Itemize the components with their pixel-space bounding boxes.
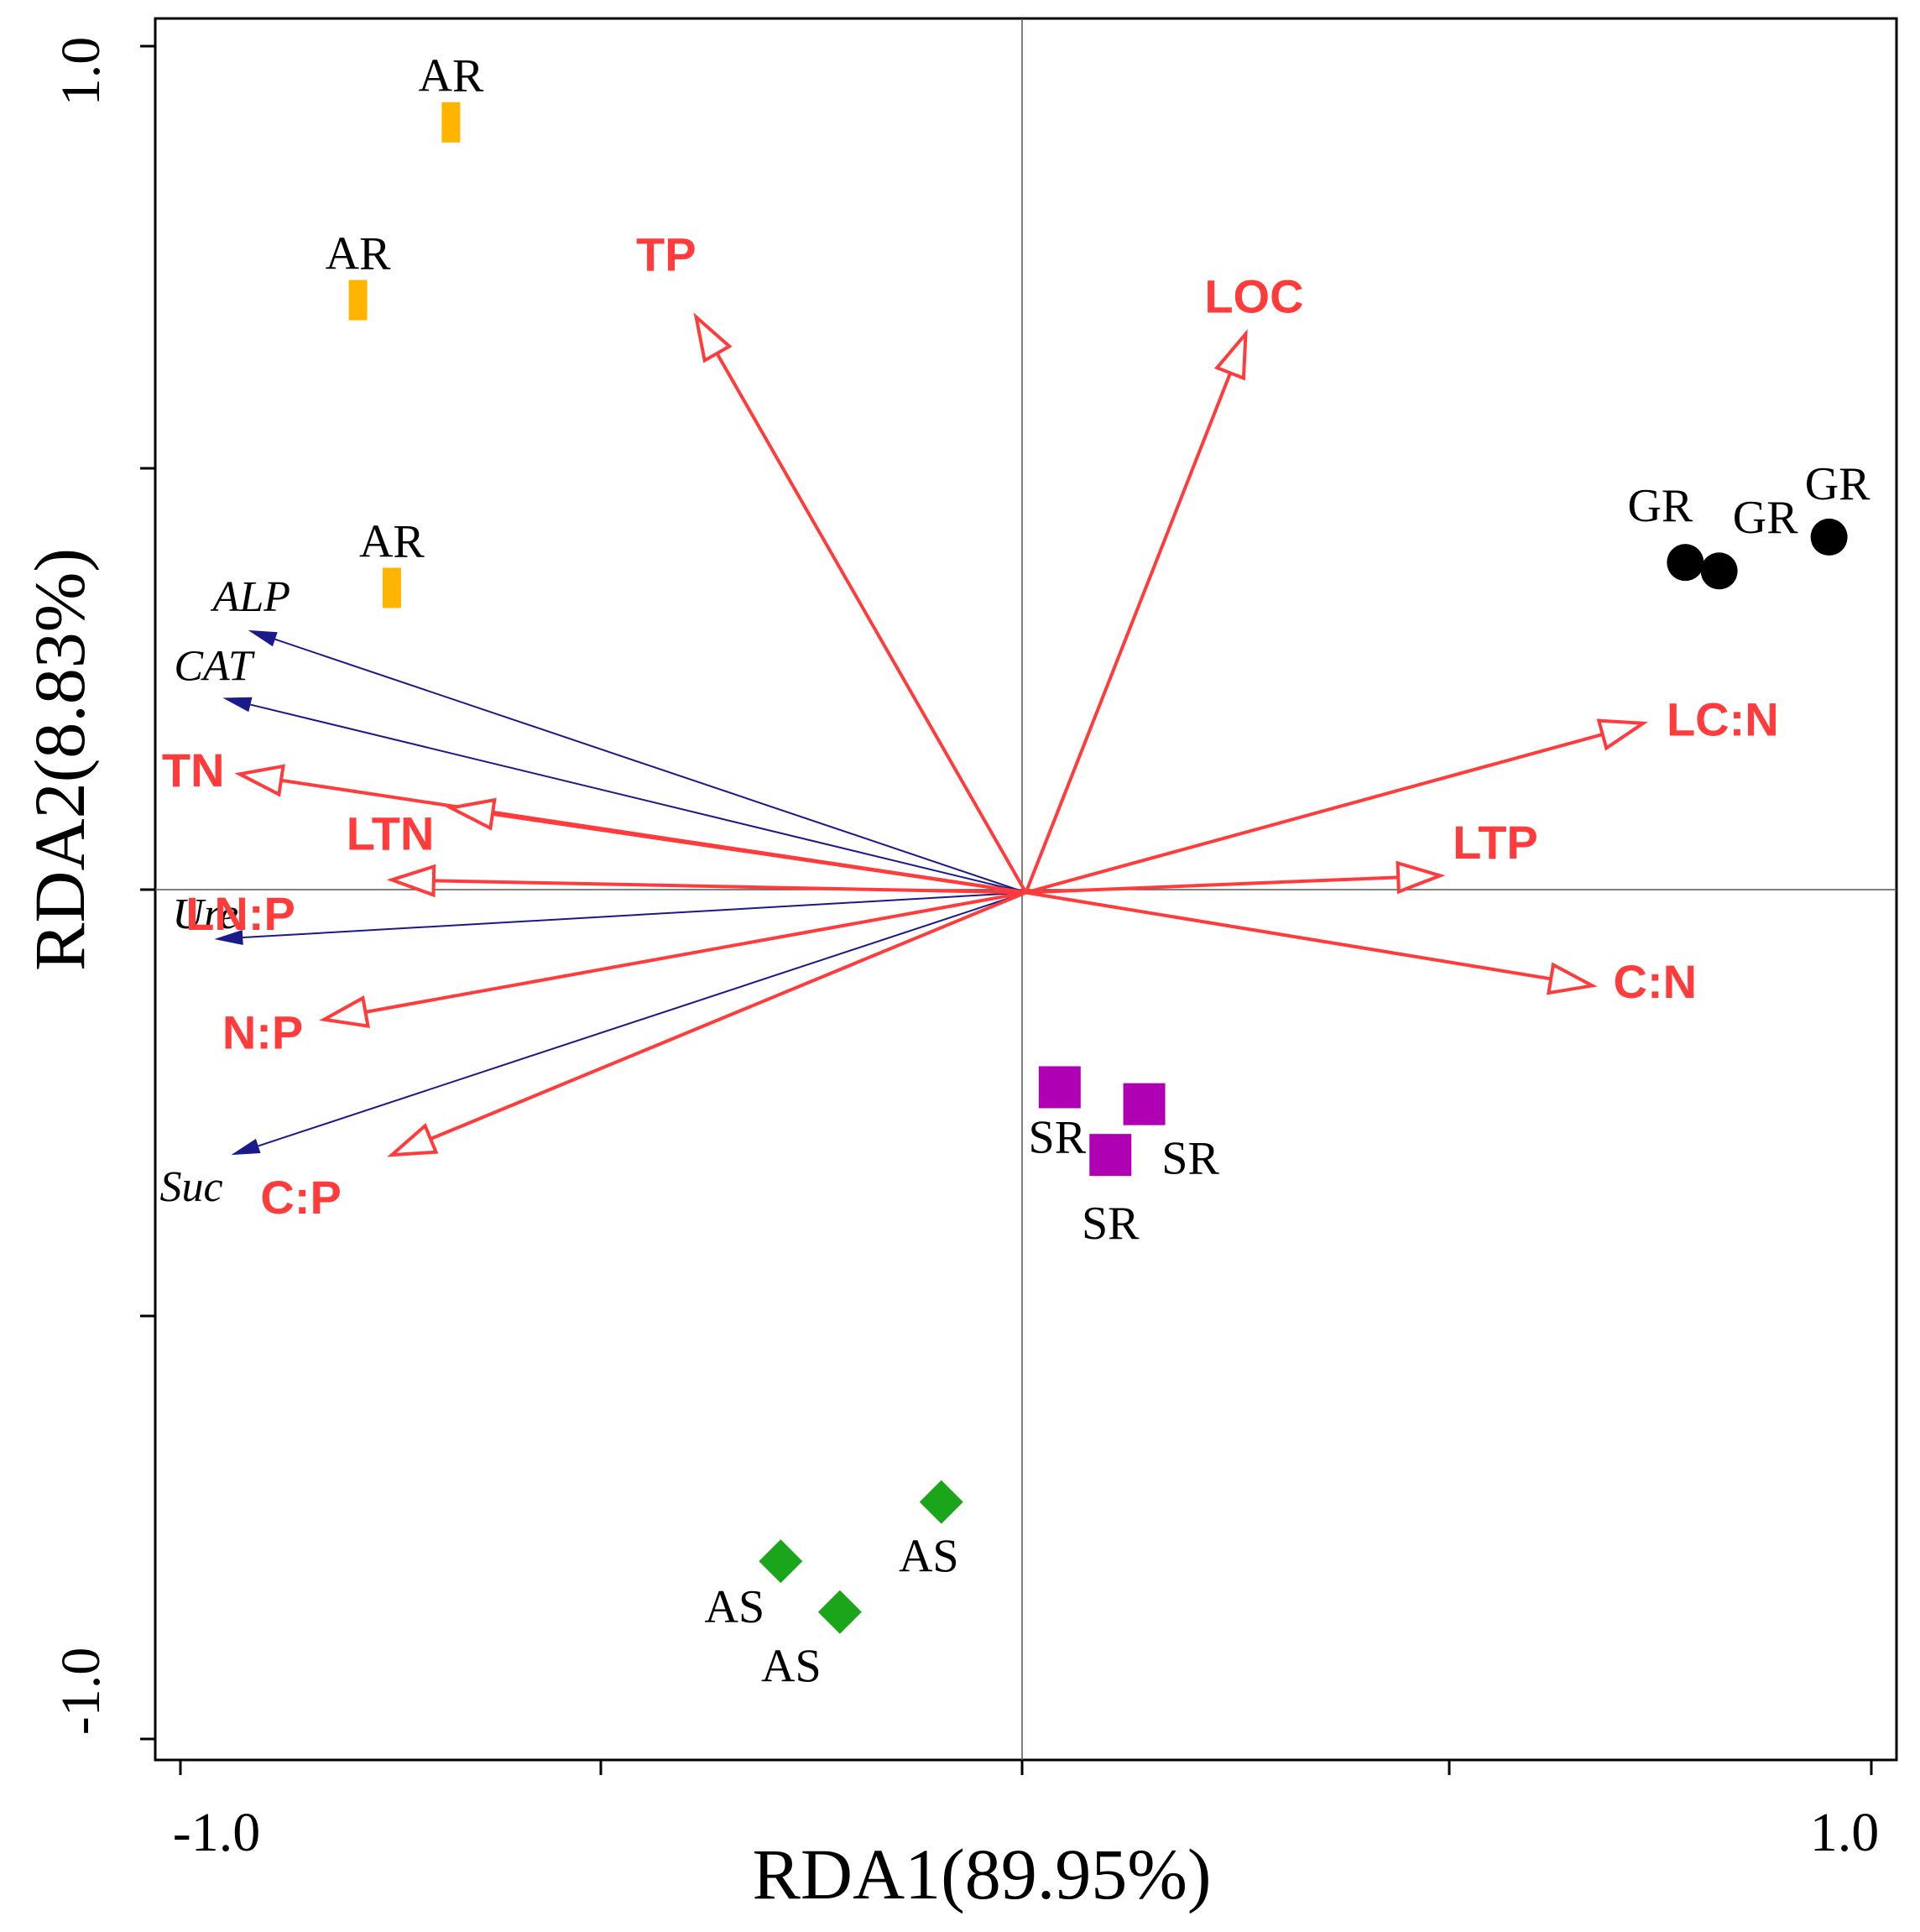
- env-label-ln-p: LN:P: [185, 887, 295, 940]
- y-axis-ticks: [140, 44, 155, 1741]
- env-label-c-p: C:P: [260, 1171, 341, 1224]
- site-as-1-label: AS: [899, 1530, 959, 1582]
- site-gr-1: [1667, 544, 1704, 582]
- y-axis-title: RDA2(8.83%): [19, 548, 100, 971]
- site-as-1: [919, 1480, 963, 1524]
- site-ar-3-label: AR: [359, 515, 425, 567]
- enzyme-arrows: ALP CAT Ure Suc: [159, 573, 1026, 1211]
- site-gr-2: [1700, 552, 1738, 590]
- y-tick-label-top: 1.0: [50, 37, 112, 107]
- env-arrow-n-p: [365, 890, 1026, 1014]
- env-arrow-ltn: [492, 812, 1026, 895]
- site-as-3-label: AS: [761, 1641, 822, 1693]
- x-axis-title: RDA1(89.95%): [753, 1834, 1212, 1914]
- site-ar-1-label: AR: [419, 50, 484, 102]
- site-ar-3: [382, 567, 401, 608]
- site-sr-1-label: SR: [1029, 1111, 1087, 1163]
- site-as-2-label: AS: [705, 1581, 765, 1633]
- env-label-lc-n: LC:N: [1667, 693, 1779, 746]
- env-arrowhead-ln-p: [386, 864, 436, 898]
- env-label-tn: TN: [162, 744, 225, 796]
- enzyme-arrow-ure: [243, 891, 1026, 939]
- env-arrowhead-n-p: [319, 995, 370, 1028]
- enzyme-arrowhead-alp: [248, 629, 278, 647]
- site-gr-2-label: GR: [1733, 492, 1798, 544]
- site-sr-2-label: SR: [1161, 1132, 1219, 1184]
- enzyme-arrow-cat: [250, 703, 1026, 894]
- env-arrow-ln-p: [433, 879, 1026, 895]
- y-tick-label-bottom: -1.0: [50, 1647, 112, 1735]
- env-arrow-lc-n: [1025, 733, 1604, 895]
- env-label-n-p: N:P: [222, 1006, 303, 1059]
- site-gr-3-label: GR: [1805, 458, 1870, 510]
- x-axis-ticks: [179, 1760, 1873, 1775]
- env-arrow-loc: [1024, 372, 1233, 894]
- env-arrowhead-tp: [693, 312, 733, 363]
- enzyme-arrow-alp: [274, 638, 1026, 894]
- site-gr-1-label: GR: [1627, 480, 1693, 532]
- site-gr-3: [1810, 518, 1848, 556]
- enzyme-label-cat: CAT: [174, 642, 255, 690]
- env-arrow-c-n: [1025, 890, 1552, 981]
- site-sr-1: [1038, 1066, 1081, 1109]
- env-label-c-n: C:N: [1614, 955, 1698, 1008]
- env-arrow-ltp: [1025, 875, 1399, 895]
- enzyme-label-suc: Suc: [159, 1163, 222, 1211]
- env-arrowhead-lc-n: [1596, 718, 1648, 751]
- enzyme-arrow-suc: [258, 891, 1026, 1147]
- env-arrow-c-p: [430, 890, 1027, 1141]
- site-ar-2: [348, 279, 368, 321]
- enzyme-arrowhead-ure: [214, 930, 243, 946]
- enzyme-label-alp: ALP: [211, 573, 290, 621]
- site-ar-2-label: AR: [326, 227, 391, 279]
- site-as-3: [817, 1590, 862, 1634]
- env-label-ltp: LTP: [1453, 816, 1538, 869]
- env-label-ltn: LTN: [347, 807, 435, 859]
- env-arrowhead-loc: [1213, 329, 1248, 381]
- env-arrow-tp: [715, 352, 1028, 894]
- enzyme-arrowhead-cat: [222, 697, 253, 713]
- environment-arrows: TP LOC LC:N LTP C:N TN LTN LN:P N:P C:P: [162, 228, 1779, 1224]
- env-arrowhead-c-n: [1547, 962, 1598, 995]
- site-sr-2: [1123, 1083, 1166, 1125]
- env-arrowhead-c-p: [387, 1122, 439, 1157]
- x-tick-label-right: 1.0: [1810, 1802, 1880, 1863]
- env-label-loc: LOC: [1204, 270, 1303, 323]
- x-tick-label-left: -1.0: [173, 1802, 260, 1863]
- site-ar-1: [441, 102, 461, 143]
- site-sr-3: [1089, 1134, 1132, 1177]
- env-label-tp: TP: [636, 228, 697, 281]
- env-arrowhead-ltp: [1396, 860, 1446, 895]
- enzyme-arrowhead-suc: [231, 1138, 261, 1156]
- enzyme-label-ure: Ure: [172, 890, 238, 938]
- env-arrowhead-ltn: [446, 797, 497, 831]
- site-sr-3-label: SR: [1082, 1198, 1140, 1250]
- site-as-2: [759, 1539, 803, 1584]
- env-arrowhead-tn: [234, 764, 285, 797]
